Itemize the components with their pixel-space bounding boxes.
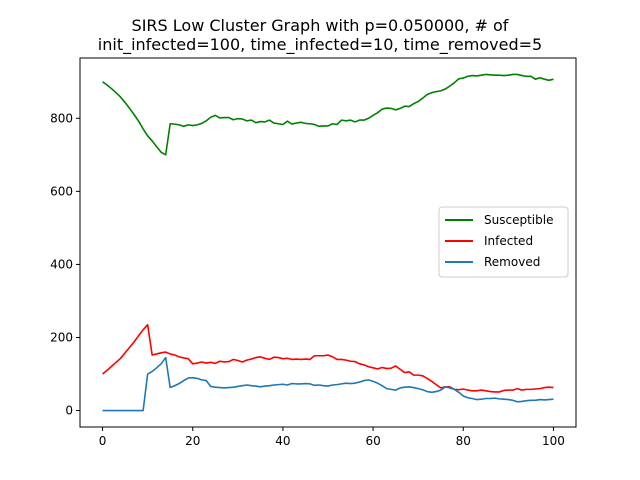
series-layer bbox=[102, 73, 554, 412]
y-tick-label: 200 bbox=[50, 330, 73, 344]
x-tick-label: 60 bbox=[365, 434, 380, 448]
legend-label-susceptible: Susceptible bbox=[484, 213, 553, 227]
legend-frame bbox=[438, 206, 569, 278]
series-line-susceptible bbox=[102, 73, 554, 156]
legend-item-infected: Infected bbox=[445, 234, 533, 248]
legend-item-susceptible: Susceptible bbox=[445, 213, 553, 227]
x-tick-label: 20 bbox=[185, 434, 200, 448]
series-line-removed bbox=[102, 356, 554, 412]
chart-title-line-2: init_infected=100, time_infected=10, tim… bbox=[98, 35, 542, 55]
y-tick-label: 800 bbox=[50, 111, 73, 125]
y-tick-label: 400 bbox=[50, 257, 73, 271]
legend-item-removed: Removed bbox=[445, 255, 540, 269]
y-axis: 0 200 400 600 800 bbox=[50, 111, 80, 418]
y-tick-label: 0 bbox=[65, 404, 73, 418]
x-tick-label: 100 bbox=[542, 434, 565, 448]
legend-label-removed: Removed bbox=[484, 255, 540, 269]
series-line-infected bbox=[102, 323, 554, 393]
plot-area: 0 20 40 60 80 100 0 200 400 600 800 bbox=[50, 57, 577, 448]
chart-title-line-1: SIRS Low Cluster Graph with p=0.050000, … bbox=[132, 16, 509, 35]
x-tick-label: 80 bbox=[456, 434, 471, 448]
axes-frame bbox=[79, 57, 577, 428]
y-tick-label: 600 bbox=[50, 184, 73, 198]
legend: Susceptible Infected Removed bbox=[438, 206, 569, 278]
x-axis: 0 20 40 60 80 100 bbox=[99, 427, 565, 448]
x-tick-label: 40 bbox=[275, 434, 290, 448]
legend-label-infected: Infected bbox=[484, 234, 533, 248]
x-tick-label: 0 bbox=[99, 434, 107, 448]
